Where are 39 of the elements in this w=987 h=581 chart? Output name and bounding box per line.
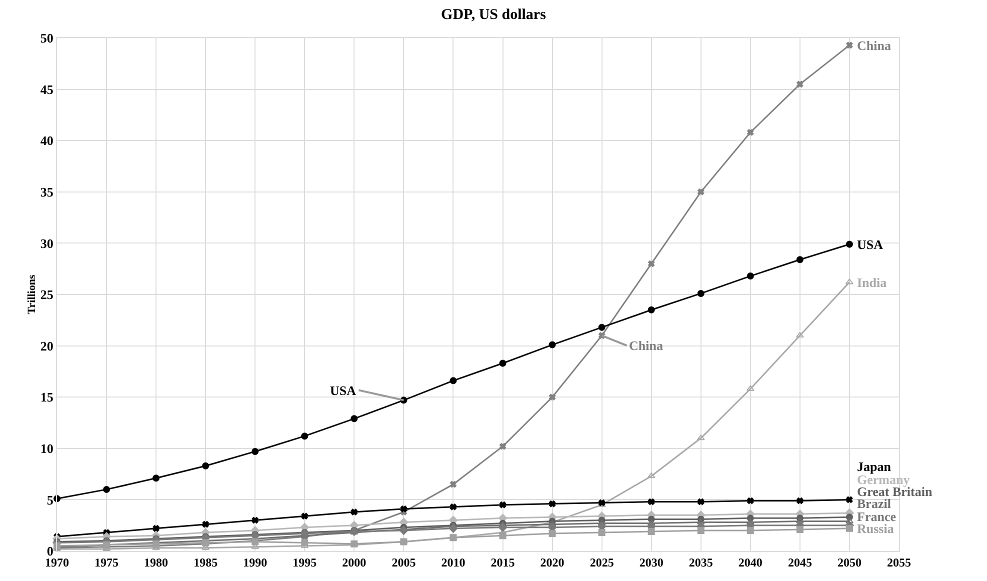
y-tick-label: 45 xyxy=(40,82,54,97)
x-tick-label: 2040 xyxy=(738,555,762,570)
x-tick-label: 2030 xyxy=(639,555,664,570)
series-label: Russia xyxy=(857,521,894,536)
y-axis-title: Trillions xyxy=(26,274,38,314)
series-label: India xyxy=(857,275,888,290)
x-tick-label: 2055 xyxy=(887,555,911,570)
x-tick-label: 2050 xyxy=(837,555,862,570)
series-label: France xyxy=(857,509,896,524)
y-tick-label: 15 xyxy=(40,390,54,405)
y-tick-label: 10 xyxy=(40,440,54,456)
series-label: Brazil xyxy=(857,496,892,511)
y-tick-label: 35 xyxy=(40,184,54,200)
x-tick-label: 1980 xyxy=(144,555,168,570)
x-tick-label: 2010 xyxy=(441,555,466,570)
x-tick-label: 2005 xyxy=(392,555,416,570)
chart-title: GDP, US dollars xyxy=(441,7,546,24)
x-tick-label: 2035 xyxy=(688,555,713,570)
y-tick-label: 5 xyxy=(46,492,54,508)
y-tick-label: 20 xyxy=(40,338,54,354)
series-label: China xyxy=(857,38,892,53)
x-tick-label: 1985 xyxy=(194,555,218,570)
series-label: USA xyxy=(857,237,884,252)
x-tick-label: 1975 xyxy=(94,555,119,570)
series-label: Japan xyxy=(857,459,892,474)
series-label: Great Britain xyxy=(857,484,933,499)
annotation: China xyxy=(629,338,664,353)
x-tick-label: 1990 xyxy=(243,555,268,570)
x-tick-label: 1995 xyxy=(292,555,317,570)
x-tick-label: 2000 xyxy=(342,555,366,570)
x-tick-label: 2025 xyxy=(590,555,614,570)
y-tick-label: 30 xyxy=(40,236,54,251)
x-tick-label: 2015 xyxy=(490,555,515,570)
x-tick-label: 2045 xyxy=(788,555,812,570)
y-tick-label: 50 xyxy=(40,30,54,46)
y-tick-label: 25 xyxy=(40,287,54,302)
x-tick-label: 2020 xyxy=(540,555,564,570)
y-tick-label: 40 xyxy=(40,133,54,148)
annotation: USA xyxy=(330,383,357,398)
